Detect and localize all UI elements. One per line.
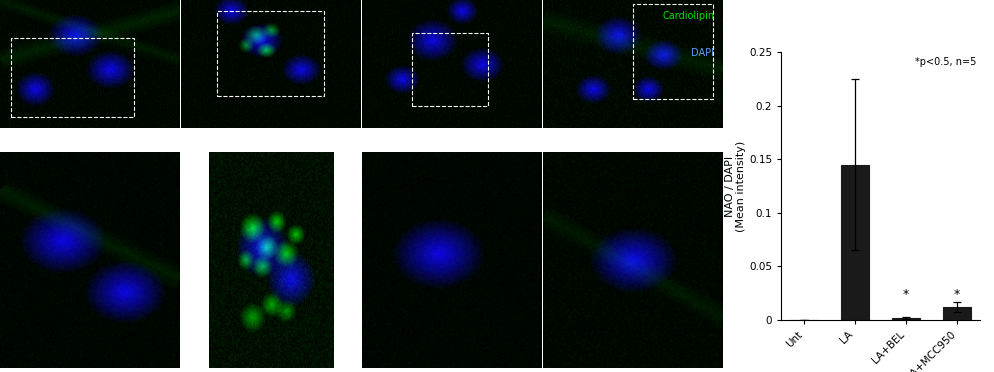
Y-axis label: NAO / DAPI
(Mean intensity): NAO / DAPI (Mean intensity) [724,140,746,232]
Bar [892,318,919,320]
Text: Cardiolipin: Cardiolipin [662,11,714,21]
Bar [217,11,324,96]
Text: *: * [902,288,909,301]
Text: *: * [953,288,959,301]
Text: DAPI: DAPI [691,48,714,58]
Bar [632,4,713,99]
Text: *p<0.5, n=5: *p<0.5, n=5 [913,57,975,67]
Bar [942,307,970,320]
Bar [11,38,134,117]
Bar [412,33,487,106]
Bar [840,164,868,320]
